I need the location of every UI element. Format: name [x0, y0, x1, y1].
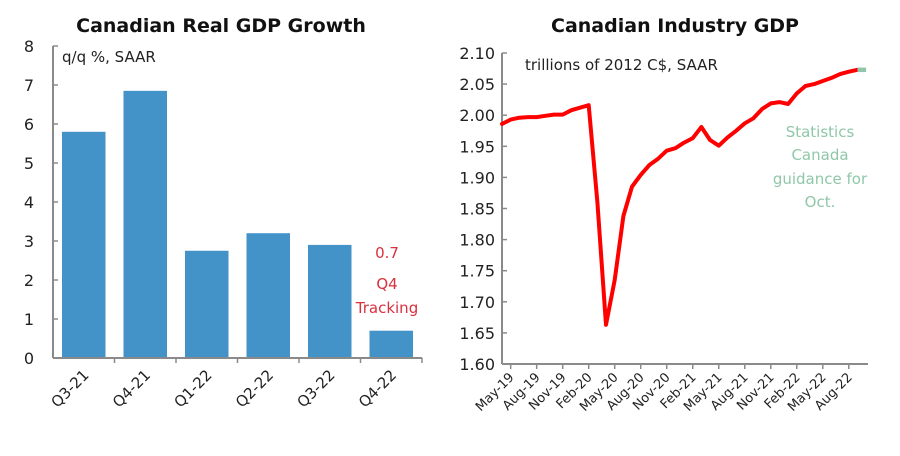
y-axis-label: q/q %, SAAR [62, 48, 156, 66]
y-tick-label: 1.60 [459, 355, 495, 374]
chart-title: Canadian Industry GDP [551, 15, 799, 37]
gdp-growth-chart: Canadian Real GDP Growth q/q %, SAAR 0 1 2… [24, 15, 423, 411]
y-tick-label: 5 [24, 154, 34, 173]
y-tick-label: 4 [24, 193, 34, 212]
y-tick-label: 1.70 [459, 293, 495, 312]
y-tick-label: 6 [24, 115, 34, 134]
annotation-value: 0.7 [375, 244, 399, 262]
y-tick-label: 8 [24, 37, 34, 56]
bar-q3-22 [308, 244, 352, 358]
bar-q2-22 [246, 233, 290, 358]
annotation-line-1: Statistics [786, 123, 855, 141]
x-tick-label: Q1-22 [170, 366, 215, 411]
y-tick-label: 1.95 [459, 137, 495, 156]
annotation-q4: Q4 [376, 275, 397, 293]
y-axis: 1.60 1.65 1.70 1.75 1.80 1.85 1.90 1.95 2.00 2.05… [459, 44, 507, 374]
x-axis: Q3-21 Q4-21 Q1-22 Q2-22 Q3-22 Q4-22 [47, 366, 400, 411]
y-tick-label: 3 [24, 232, 34, 251]
y-tick-label: 1.85 [459, 200, 495, 219]
annotation-tracking: Tracking [355, 299, 418, 317]
y-tick-label: 2.10 [459, 44, 495, 63]
y-tick-label: 0 [24, 349, 34, 368]
axes [52, 46, 423, 363]
annotation-line-4: Oct. [805, 193, 836, 211]
lines [500, 67, 867, 327]
y-tick-label: 1.90 [459, 168, 495, 187]
axes [501, 53, 868, 369]
y-tick-label: 1 [24, 310, 34, 329]
x-tick-label: Q2-22 [232, 366, 277, 411]
x-axis: May-19Aug-19Nov-19Feb-20May-20Aug-20Nov-… [473, 370, 856, 414]
bar-q3-21 [62, 131, 106, 358]
chart-title: Canadian Real GDP Growth [76, 15, 366, 37]
bar-q4-22 [369, 330, 413, 358]
x-tick-label: Q3-22 [293, 366, 338, 411]
bars [62, 90, 413, 358]
x-tick-label: Q4-22 [355, 366, 400, 411]
y-tick-label: 7 [24, 76, 34, 95]
annotation-line-2: Canada [791, 146, 848, 164]
y-axis-label: trillions of 2012 C$, SAAR [525, 56, 718, 74]
y-tick-label: 1.65 [459, 324, 495, 343]
bar-q1-22 [185, 250, 229, 358]
y-tick-label: 2 [24, 271, 34, 290]
industry-gdp-line [500, 67, 860, 327]
industry-gdp-chart: Canadian Industry GDP trillions of 2012 … [459, 15, 868, 415]
y-tick-label: 2.05 [459, 75, 495, 94]
x-tick-label: Q4-21 [109, 366, 154, 411]
y-tick-label: 2.00 [459, 106, 495, 125]
annotation-line-3: guidance for [773, 170, 868, 188]
x-tick-label: Q3-21 [47, 366, 92, 411]
y-tick-label: 1.75 [459, 262, 495, 281]
y-tick-label: 1.80 [459, 231, 495, 250]
bar-q4-21 [123, 90, 167, 358]
